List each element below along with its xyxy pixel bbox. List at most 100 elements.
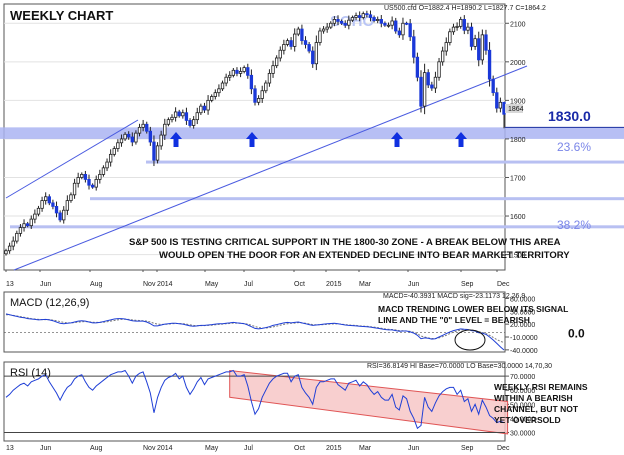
candle-up bbox=[98, 173, 102, 180]
x-tick-label: 2015 bbox=[326, 445, 342, 452]
trendline bbox=[13, 65, 528, 271]
rsi-tick-label: 50.0000 bbox=[510, 402, 535, 409]
candle-up bbox=[199, 105, 203, 114]
candle-up bbox=[173, 111, 178, 118]
rsi-tick-label: 30.0000 bbox=[510, 431, 535, 438]
macd-annotation-line-1: MACD TRENDING LOWER BELOW ITS SIGNAL bbox=[378, 304, 568, 314]
fib-label-23-6: 23.6% bbox=[557, 140, 591, 154]
x-tick-label: Nov bbox=[143, 445, 156, 452]
candle-up bbox=[347, 19, 351, 26]
macd-readout: MACD=-40.3931 MACD sig=-23.1173 12,26,9 bbox=[383, 293, 525, 300]
candle-up bbox=[72, 182, 77, 196]
x-tick-label: May bbox=[205, 281, 219, 288]
candle-up bbox=[134, 132, 138, 143]
candle-down bbox=[130, 136, 134, 143]
fib-line bbox=[146, 160, 624, 164]
x-tick-label: Nov bbox=[143, 281, 156, 288]
candle-down bbox=[415, 56, 420, 78]
candle-up bbox=[361, 13, 365, 18]
candle-down bbox=[430, 84, 434, 89]
candle-up bbox=[459, 19, 463, 27]
trendline-upper bbox=[5, 119, 139, 199]
candle-up bbox=[11, 240, 15, 247]
fib-lines bbox=[10, 160, 624, 229]
candle-down bbox=[303, 40, 308, 45]
candle-up bbox=[4, 250, 8, 255]
candle-up bbox=[65, 200, 70, 211]
candle-up bbox=[285, 40, 290, 45]
x-tick-label: 13 bbox=[6, 445, 14, 452]
price-axis: 1500 1600 1700 1800 1900 2000 2100 bbox=[505, 21, 526, 260]
price-annotation: S&P 500 IS TESTING CRITICAL SUPPORT IN T… bbox=[129, 237, 570, 261]
candle-up bbox=[155, 145, 160, 161]
candle-down bbox=[383, 22, 387, 26]
candle-up bbox=[444, 42, 448, 52]
candle-down bbox=[145, 123, 149, 132]
rsi-annotation-line-3: CHANNEL, BUT NOT bbox=[494, 404, 579, 414]
candle-up bbox=[480, 34, 485, 61]
candle-up bbox=[238, 71, 243, 74]
candle-down bbox=[365, 13, 369, 16]
candle-up bbox=[191, 119, 196, 126]
candle-up bbox=[62, 209, 66, 221]
candle-down bbox=[412, 36, 416, 58]
macd-tick-label: -10.0000 bbox=[510, 335, 538, 342]
candle-down bbox=[336, 19, 340, 22]
last-price-box bbox=[505, 104, 523, 113]
candle-up bbox=[448, 31, 452, 43]
support-arrow bbox=[170, 132, 182, 147]
x-tick-label: 13 bbox=[6, 281, 14, 288]
candle-up bbox=[325, 26, 329, 30]
support-zone bbox=[0, 127, 624, 139]
support-arrow bbox=[455, 132, 467, 147]
x-tick-label: Aug bbox=[90, 281, 103, 288]
support-arrow bbox=[391, 132, 403, 147]
candle-up bbox=[105, 161, 109, 169]
candle-up bbox=[108, 153, 113, 163]
x-tick-label: Sep bbox=[461, 281, 474, 288]
candle-down bbox=[469, 26, 474, 47]
price-tick-label: 1700 bbox=[510, 175, 526, 182]
candle-up bbox=[33, 213, 37, 220]
candle-down bbox=[249, 74, 254, 90]
candle-down bbox=[25, 223, 30, 227]
rsi-line bbox=[5, 369, 505, 430]
rsi-readout: RSI=36.8149 HI Base=70.0000 LO Base=30.0… bbox=[367, 363, 552, 370]
macd-annotation-line-2: LINE AND THE "0" LEVEL = BEARISH bbox=[378, 315, 530, 325]
candle-up bbox=[256, 98, 261, 103]
candle-up bbox=[433, 76, 438, 89]
candle-down bbox=[368, 14, 373, 18]
candle-down bbox=[408, 23, 412, 38]
candle-up bbox=[15, 232, 19, 242]
candle-up bbox=[159, 134, 163, 147]
x-tick-label: Jun bbox=[40, 445, 51, 452]
x-tick-label: Jun bbox=[408, 445, 419, 452]
candle-up bbox=[170, 116, 174, 121]
rsi-tick-label: 40.0000 bbox=[510, 416, 535, 423]
x-tick-label: Dec bbox=[497, 445, 510, 452]
macd-tick-label: -40.0000 bbox=[510, 348, 538, 355]
candle-down bbox=[184, 112, 189, 121]
candle-up bbox=[321, 28, 326, 32]
candle-up bbox=[112, 148, 116, 155]
candle-down bbox=[202, 105, 207, 111]
candle-up bbox=[440, 50, 445, 63]
candle-up bbox=[282, 44, 286, 51]
candle-up bbox=[217, 88, 221, 94]
x-tick-label: Mar bbox=[359, 281, 372, 288]
macd-zero-label: 0.0 bbox=[568, 327, 585, 341]
candle-up bbox=[466, 26, 470, 31]
macd-tick-label: 50.0000 bbox=[510, 309, 535, 316]
candle-down bbox=[307, 44, 311, 52]
candle-up bbox=[80, 173, 84, 178]
rsi-bearish-channel bbox=[229, 369, 509, 435]
x-tick-label: Jul bbox=[244, 281, 253, 288]
price-panel: SOHO WEEKLY CHART US500.cfd O=1882.4 H=1… bbox=[0, 3, 624, 271]
candle-up bbox=[437, 61, 441, 78]
price-tick-label: 1800 bbox=[510, 137, 526, 144]
candles bbox=[4, 10, 506, 256]
x-tick-label: Aug bbox=[90, 445, 103, 452]
price-tick-label: 1600 bbox=[510, 214, 526, 221]
candle-up bbox=[329, 22, 333, 28]
